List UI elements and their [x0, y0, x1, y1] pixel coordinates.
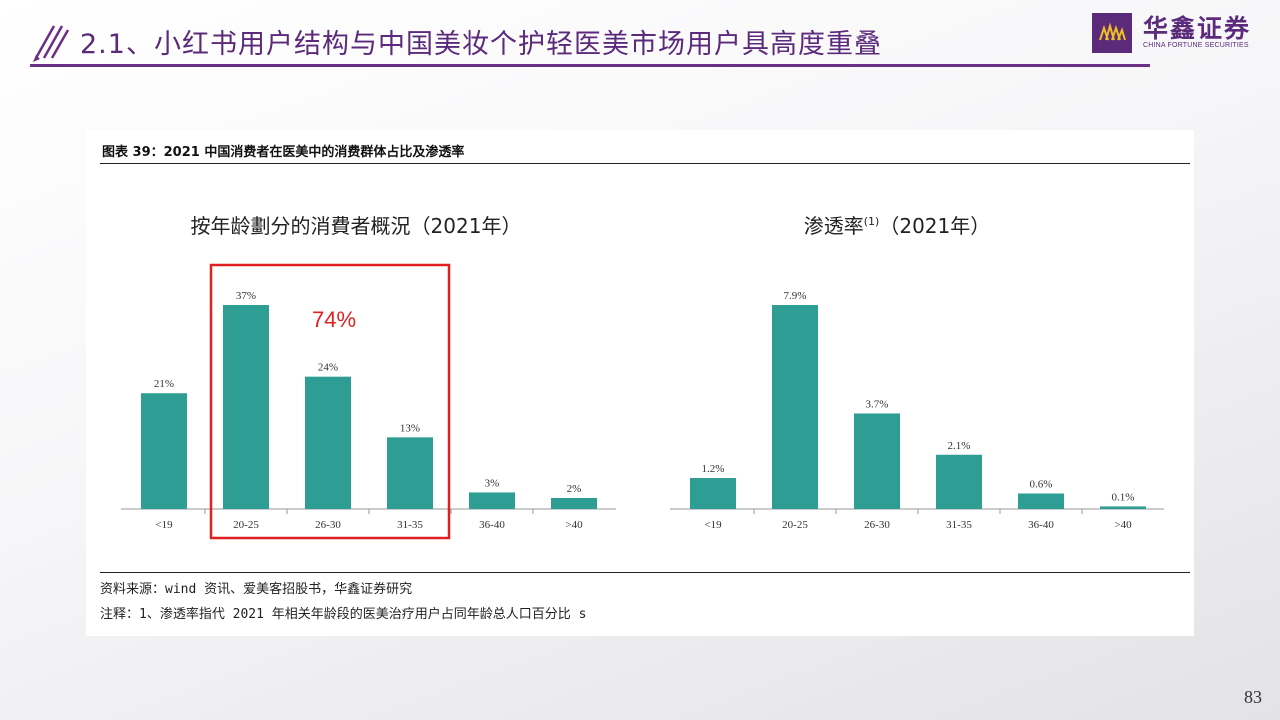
chart-1-value-label-4: 3%	[485, 477, 500, 489]
highlight-label: 74%	[312, 307, 356, 332]
source-note: 资料来源：wind 资讯、爱美客招股书，华鑫证券研究	[100, 582, 413, 597]
chart-1-bar-2	[305, 376, 351, 509]
chart-1-value-label-0: 21%	[154, 378, 174, 390]
figure-panel: 图表 39：2021 中国消费者在医美中的消费群体占比及渗透率 按年龄劃分的消費…	[86, 130, 1194, 636]
chart-1-value-label-3: 13%	[400, 422, 420, 434]
chart-2-category-label-1: 20-25	[782, 519, 808, 531]
chart-1-value-label-5: 2%	[567, 483, 582, 495]
chart-2-title-suffix: （2021年）	[879, 214, 990, 238]
chart-2-category-label-0: <19	[704, 519, 722, 531]
figure-caption: 图表 39：2021 中国消费者在医美中的消费群体占比及渗透率	[102, 145, 465, 160]
chart-1-category-label-3: 31-35	[397, 519, 423, 531]
chart-2-value-label-4: 0.6%	[1030, 479, 1053, 491]
company-logo-name: 华鑫证券	[1143, 14, 1252, 43]
chart-1-bar-0	[141, 393, 187, 509]
chart-2-value-label-0: 1.2%	[702, 463, 725, 475]
title-divider	[30, 64, 1150, 67]
page-number: 83	[1244, 687, 1262, 707]
chart-2-bar-3	[936, 454, 982, 509]
chart-1-value-label-2: 24%	[318, 362, 338, 374]
chart-2-title-superscript: (1)	[864, 215, 880, 228]
chart-2-value-label-3: 2.1%	[948, 440, 971, 452]
pencil-icon	[33, 25, 70, 62]
chart-2-title: 渗透率(1)（2021年）	[804, 214, 991, 238]
charts-area: 按年龄劃分的消費者概況（2021年） 74% 21% <19 37% 20-25 24%…	[121, 214, 1164, 540]
chart-2-category-label-3: 31-35	[946, 519, 972, 531]
chart-1-category-label-2: 26-30	[315, 519, 341, 531]
chart-1-category-label-1: 20-25	[233, 519, 259, 531]
chart-2-value-label-5: 0.1%	[1112, 491, 1135, 503]
chart-1-bar-3	[387, 437, 433, 509]
chart-1-title: 按年龄劃分的消費者概況（2021年）	[191, 214, 522, 238]
chart-2-bar-4	[1018, 493, 1064, 509]
chart-2-bar-1	[772, 305, 818, 509]
chart-2-value-label-2: 3.7%	[866, 398, 889, 410]
chart-2-category-label-5: >40	[1114, 519, 1132, 531]
chart-1-category-label-0: <19	[155, 519, 173, 531]
chart-1-category-label-5: >40	[565, 519, 583, 531]
chart-1-bar-1	[223, 305, 269, 509]
chart-2-bar-0	[690, 478, 736, 509]
chart-2-category-label-2: 26-30	[864, 519, 890, 531]
definition-note: 注释：1、渗透率指代 2021 年相关年龄段的医美治疗用户占同年龄总人口百分比 …	[100, 607, 587, 622]
chart-2-bar-5	[1100, 506, 1146, 509]
chart-2-bar-2	[854, 413, 900, 509]
figure-bottom-rule	[100, 572, 1190, 573]
company-logo-subtitle: CHINA FORTUNE SECURITIES	[1143, 42, 1249, 49]
figure-top-rule	[100, 163, 1190, 164]
chart-2-value-label-1: 7.9%	[784, 290, 807, 302]
chart-1-value-label-1: 37%	[236, 290, 256, 302]
highlight-box	[209, 263, 451, 540]
chart-2-category-label-4: 36-40	[1028, 519, 1054, 531]
chart-1-bar-5	[551, 497, 597, 509]
slide-title: 2.1、小红书用户结构与中国美妆个护轻医美市场用户具高度重叠	[80, 29, 882, 60]
chart-2-title-main: 渗透率	[804, 214, 864, 238]
chart-1-category-label-4: 36-40	[479, 519, 505, 531]
company-logo-icon	[1092, 13, 1132, 53]
chart-1-bar-4	[469, 492, 515, 509]
